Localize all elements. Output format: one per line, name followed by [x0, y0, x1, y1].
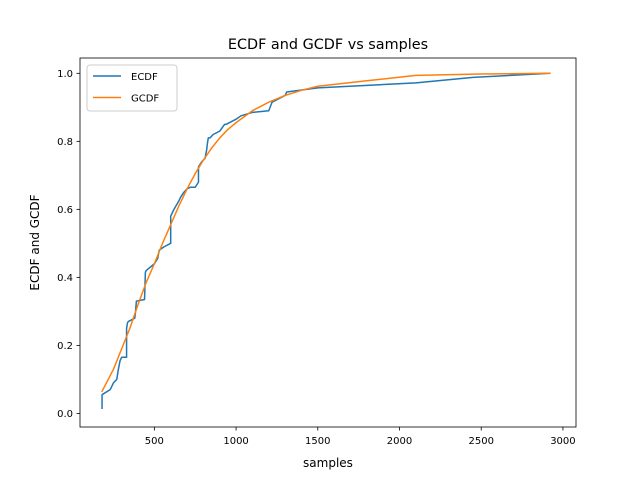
y-tick-label: 0.2 — [57, 341, 73, 352]
y-tick-label: 1.0 — [57, 69, 73, 80]
series-line-gcdf — [101, 72, 551, 393]
plot-series-group — [101, 72, 551, 410]
legend: ECDF GCDF — [86, 64, 178, 112]
axes-frame — [79, 57, 577, 428]
x-tick-label: 3000 — [550, 436, 575, 447]
x-tick-label: 1500 — [305, 436, 330, 447]
y-tick-label: 0.0 — [57, 409, 73, 420]
chart-title: ECDF and GCDF vs samples — [228, 37, 428, 53]
legend-label-ecdf: ECDF — [131, 72, 158, 83]
x-tick-label: 500 — [145, 436, 164, 447]
y-tick-label: 0.4 — [57, 273, 73, 284]
x-tick-label: 1000 — [223, 436, 248, 447]
series-line-ecdf — [101, 72, 551, 410]
y-axis: 0.0 0.2 0.4 0.6 0.8 1.0 — [57, 69, 80, 420]
x-axis: 500 1000 1500 2000 2500 3000 — [145, 427, 576, 447]
y-tick-label: 0.6 — [57, 205, 73, 216]
x-tick-label: 2500 — [468, 436, 493, 447]
y-axis-label: ECDF and GCDF — [28, 194, 42, 290]
x-tick-label: 2000 — [387, 436, 412, 447]
x-axis-label: samples — [303, 456, 353, 470]
legend-label-gcdf: GCDF — [131, 94, 159, 105]
y-tick-label: 0.8 — [57, 137, 73, 148]
